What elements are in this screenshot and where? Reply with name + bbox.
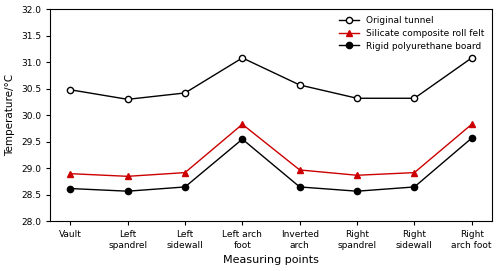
Rigid polyurethane board xyxy=(240,137,246,141)
Silicate composite roll felt xyxy=(412,171,418,174)
Rigid polyurethane board xyxy=(124,190,130,193)
Original tunnel xyxy=(124,98,130,101)
Silicate composite roll felt xyxy=(124,175,130,178)
Y-axis label: Temperature/°C: Temperature/°C xyxy=(6,74,16,156)
Silicate composite roll felt xyxy=(68,172,73,175)
Original tunnel xyxy=(468,56,474,60)
Silicate composite roll felt xyxy=(296,168,302,172)
Original tunnel xyxy=(412,97,418,100)
Silicate composite roll felt xyxy=(182,171,188,174)
Silicate composite roll felt xyxy=(240,123,246,126)
Rigid polyurethane board xyxy=(182,185,188,189)
Rigid polyurethane board xyxy=(468,137,474,140)
Line: Rigid polyurethane board: Rigid polyurethane board xyxy=(67,135,475,194)
Original tunnel xyxy=(182,91,188,95)
Original tunnel xyxy=(296,83,302,87)
Silicate composite roll felt xyxy=(468,123,474,126)
Original tunnel xyxy=(68,88,73,91)
Rigid polyurethane board xyxy=(354,190,360,193)
Line: Original tunnel: Original tunnel xyxy=(67,55,475,102)
Legend: Original tunnel, Silicate composite roll felt, Rigid polyurethane board: Original tunnel, Silicate composite roll… xyxy=(336,14,488,53)
Rigid polyurethane board xyxy=(296,185,302,189)
Original tunnel xyxy=(354,97,360,100)
Silicate composite roll felt xyxy=(354,174,360,177)
Original tunnel xyxy=(240,56,246,60)
X-axis label: Measuring points: Measuring points xyxy=(223,256,319,265)
Rigid polyurethane board xyxy=(412,185,418,189)
Rigid polyurethane board xyxy=(68,187,73,190)
Line: Silicate composite roll felt: Silicate composite roll felt xyxy=(67,121,475,180)
